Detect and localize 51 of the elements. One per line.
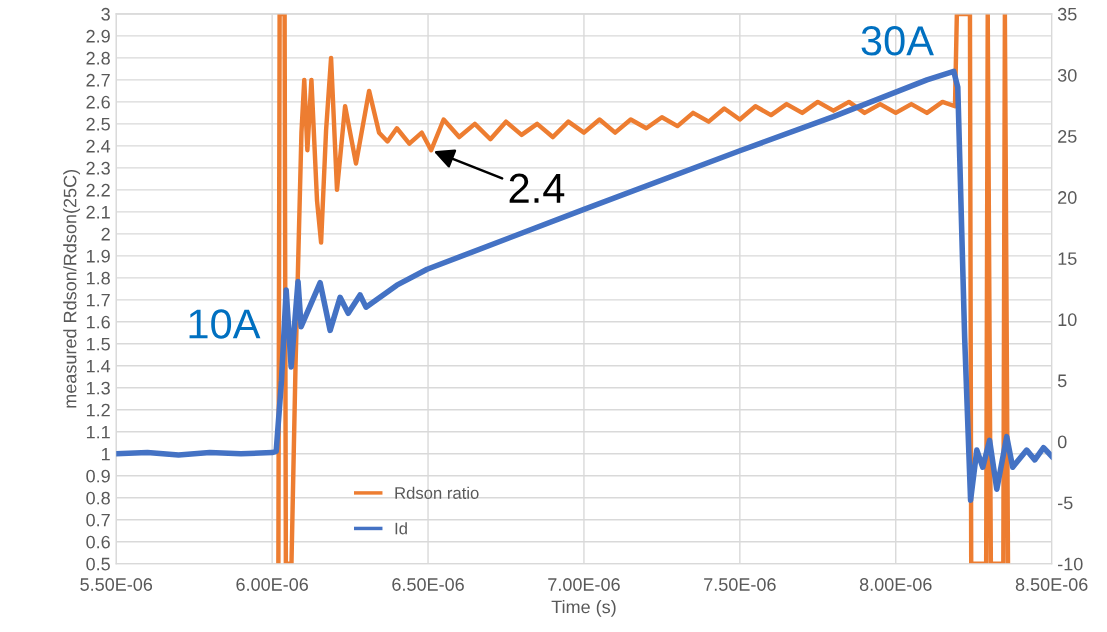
annotation: 30A	[861, 26, 934, 56]
y-tick-label: 3	[101, 7, 110, 21]
y2-tick-label: -5	[1058, 496, 1073, 510]
x-tick-label: 7.00E-06	[548, 578, 620, 591]
y2-tick-label: 5	[1057, 374, 1067, 388]
y-tick-label: 2.7	[86, 73, 110, 87]
y2-tick-label: 15	[1058, 252, 1077, 265]
y-tick-label: 0.9	[86, 469, 110, 483]
legend-label: Rdson ratio	[395, 486, 479, 499]
y2-tick-label: 35	[1057, 7, 1077, 21]
y2-tick-label: 30	[1057, 68, 1077, 82]
x-axis-title: Time (s)	[551, 600, 616, 617]
y-tick-label: 1.9	[86, 249, 110, 263]
y-tick-label: 1	[102, 447, 110, 461]
y-tick-label: 2.9	[86, 29, 110, 43]
y-tick-label: 2.4	[86, 139, 111, 153]
y-tick-label: 2.6	[86, 95, 110, 109]
y2-tick-label: 0	[1057, 435, 1067, 449]
x-tick-label: 6.00E-06	[236, 578, 308, 591]
y-tick-label: 2	[101, 227, 110, 241]
y-tick-label: 2.5	[86, 117, 110, 131]
y-axis-title: measured Rdson/Rdson(25C)	[63, 170, 81, 408]
y-tick-label: 2.1	[86, 205, 110, 219]
x-tick-label: 5.50E-06	[80, 578, 153, 591]
y-tick-label: 1.8	[86, 271, 110, 285]
y-tick-label: 0.5	[86, 557, 110, 571]
x-tick-label: 8.50E-06	[1015, 578, 1088, 591]
y2-tick-label: -10	[1058, 557, 1083, 571]
y-tick-label: 0.8	[86, 491, 110, 505]
y-tick-label: 1.4	[86, 359, 111, 373]
x-tick-label: 6.50E-06	[392, 578, 464, 591]
y-tick-label: 1.2	[86, 403, 110, 417]
y2-tick-label: 25	[1058, 130, 1077, 143]
x-tick-label: 8.00E-06	[859, 578, 932, 591]
y-tick-label: 1.5	[86, 337, 110, 351]
y-tick-label: 0.6	[86, 535, 110, 549]
annotation: 10A	[189, 309, 261, 339]
y-tick-label: 1.6	[86, 315, 110, 329]
annotation: 2.4	[509, 173, 565, 203]
y2-tick-label: 10	[1058, 313, 1077, 327]
y-tick-label: 2.3	[86, 161, 110, 175]
y-tick-label: 1.3	[86, 381, 110, 395]
y2-tick-label: 20	[1058, 191, 1077, 204]
y-tick-label: 2.8	[86, 51, 110, 65]
line-series	[276, 13, 1011, 564]
legend-label: Id	[395, 522, 407, 535]
x-tick-label: 7.50E-06	[704, 578, 776, 591]
y-tick-label: 0.7	[86, 513, 110, 527]
y-tick-label: 2.2	[86, 183, 110, 197]
y-tick-label: 1.7	[86, 293, 110, 307]
y-tick-label: 1.1	[86, 425, 110, 439]
